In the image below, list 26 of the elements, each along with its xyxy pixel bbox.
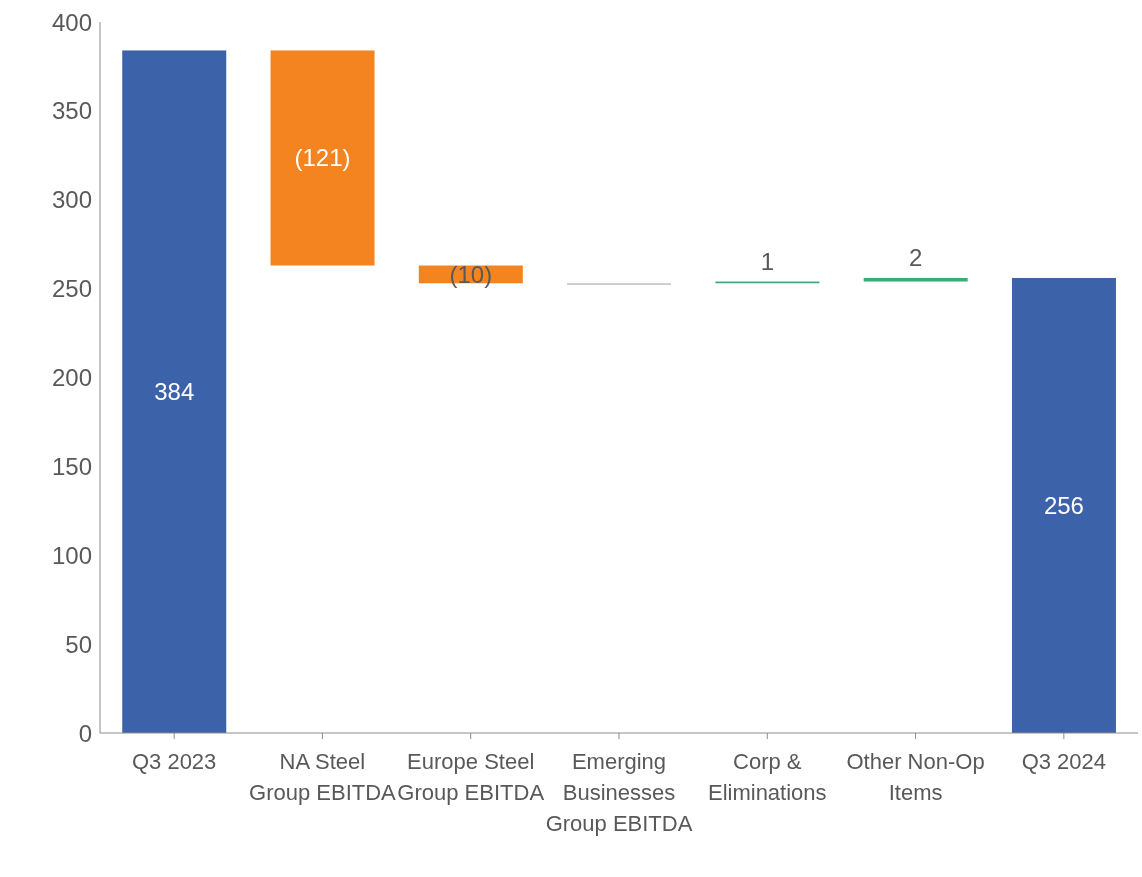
x-tick-label: NA Steel Group EBITDA xyxy=(249,749,397,805)
y-tick-label: 150 xyxy=(51,452,92,480)
x-tick-label: Emerging Businesses Group EBITDA xyxy=(545,749,693,836)
data-label: 384 xyxy=(154,378,195,406)
x-tick-label: Europe Steel Group EBITDA xyxy=(397,749,545,805)
data-label: 256 xyxy=(1043,491,1084,519)
data-label: (10) xyxy=(449,260,493,288)
y-tick-label: 200 xyxy=(51,364,92,392)
x-tick-label: Q3 2024 xyxy=(1021,749,1107,774)
data-label: (121) xyxy=(294,144,351,172)
x-tick-label: Corp & Eliminations xyxy=(707,749,827,805)
data-label: 2 xyxy=(908,244,923,272)
bar xyxy=(270,50,375,266)
y-tick-label: 250 xyxy=(51,275,92,303)
y-tick-label: 50 xyxy=(65,630,92,658)
bar xyxy=(863,277,968,282)
y-tick-label: 400 xyxy=(51,8,92,36)
y-tick-label: 0 xyxy=(78,719,92,747)
y-tick-label: 300 xyxy=(51,186,92,214)
x-tick-label: Other Non-Op Items xyxy=(846,749,985,805)
y-tick-label: 100 xyxy=(51,541,92,569)
bar xyxy=(122,50,227,733)
data-label: 1 xyxy=(760,248,775,276)
bar xyxy=(1011,277,1116,733)
y-tick-label: 350 xyxy=(51,97,92,125)
x-tick-label: Q3 2023 xyxy=(131,749,217,774)
